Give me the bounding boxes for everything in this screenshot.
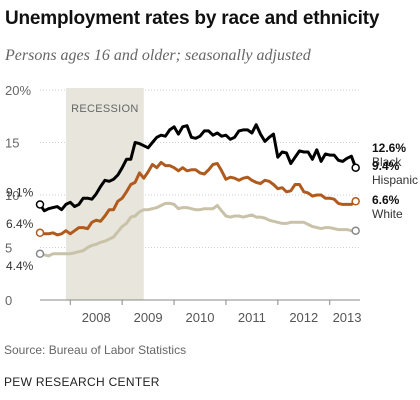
series-end-marker — [351, 197, 360, 206]
series-end-value: 9.4% — [372, 159, 400, 173]
series-lines — [35, 123, 360, 259]
series-line-white — [38, 201, 358, 258]
source-note: Source: Bureau of Labor Statistics — [4, 343, 187, 357]
y-tick-label: 10 — [5, 188, 19, 203]
series-name-label: Black — [372, 155, 402, 169]
y-axis: 0 5 10 15 20% — [5, 83, 31, 308]
series-name-label: White — [372, 207, 403, 221]
x-tick-label: 2009 — [134, 310, 163, 325]
x-tick-label: 2013 — [333, 310, 362, 325]
series-name-label: Hispanic — [372, 173, 418, 187]
x-tick-label: 2012 — [289, 310, 318, 325]
annotations: 9.1% 12.6%Black 6.4% 9.4%Hispanic 4.4% 6.6%Wh… — [6, 141, 418, 273]
x-axis: 2008 2009 2010 2011 2012 2013 — [40, 299, 362, 325]
series-end-marker — [351, 163, 360, 172]
series-line-black — [38, 123, 358, 213]
x-tick-label: 2008 — [82, 310, 111, 325]
organization-credit: PEW RESEARCH CENTER — [4, 375, 160, 389]
chart-subtitle: Persons ages 16 and older; seasonally ad… — [5, 47, 311, 64]
series-start-label: 9.1% — [6, 185, 34, 199]
series-start-marker — [35, 200, 45, 209]
y-tick-label: 20% — [5, 83, 31, 98]
recession-band — [65, 88, 144, 300]
gridlines — [40, 89, 360, 248]
x-tick-label: 2011 — [238, 310, 266, 325]
series-start-label: 4.4% — [6, 259, 34, 273]
series-start-marker — [35, 228, 45, 238]
x-tick-label: 2010 — [186, 310, 215, 325]
series-start-marker — [35, 249, 45, 259]
chart-title: Unemployment rates by race and ethnicity — [5, 8, 380, 29]
y-tick-label: 5 — [5, 241, 12, 256]
series-end-marker — [351, 226, 360, 235]
series-line-hispanic — [38, 160, 358, 237]
y-tick-label: 0 — [5, 293, 12, 308]
series-start-label: 6.4% — [6, 217, 34, 231]
recession-label: RECESSION — [71, 103, 139, 115]
series-end-value: 6.6% — [372, 193, 400, 207]
y-tick-label: 15 — [5, 136, 19, 151]
series-end-value: 12.6% — [372, 141, 406, 155]
shaded-regions: RECESSION — [65, 88, 144, 300]
